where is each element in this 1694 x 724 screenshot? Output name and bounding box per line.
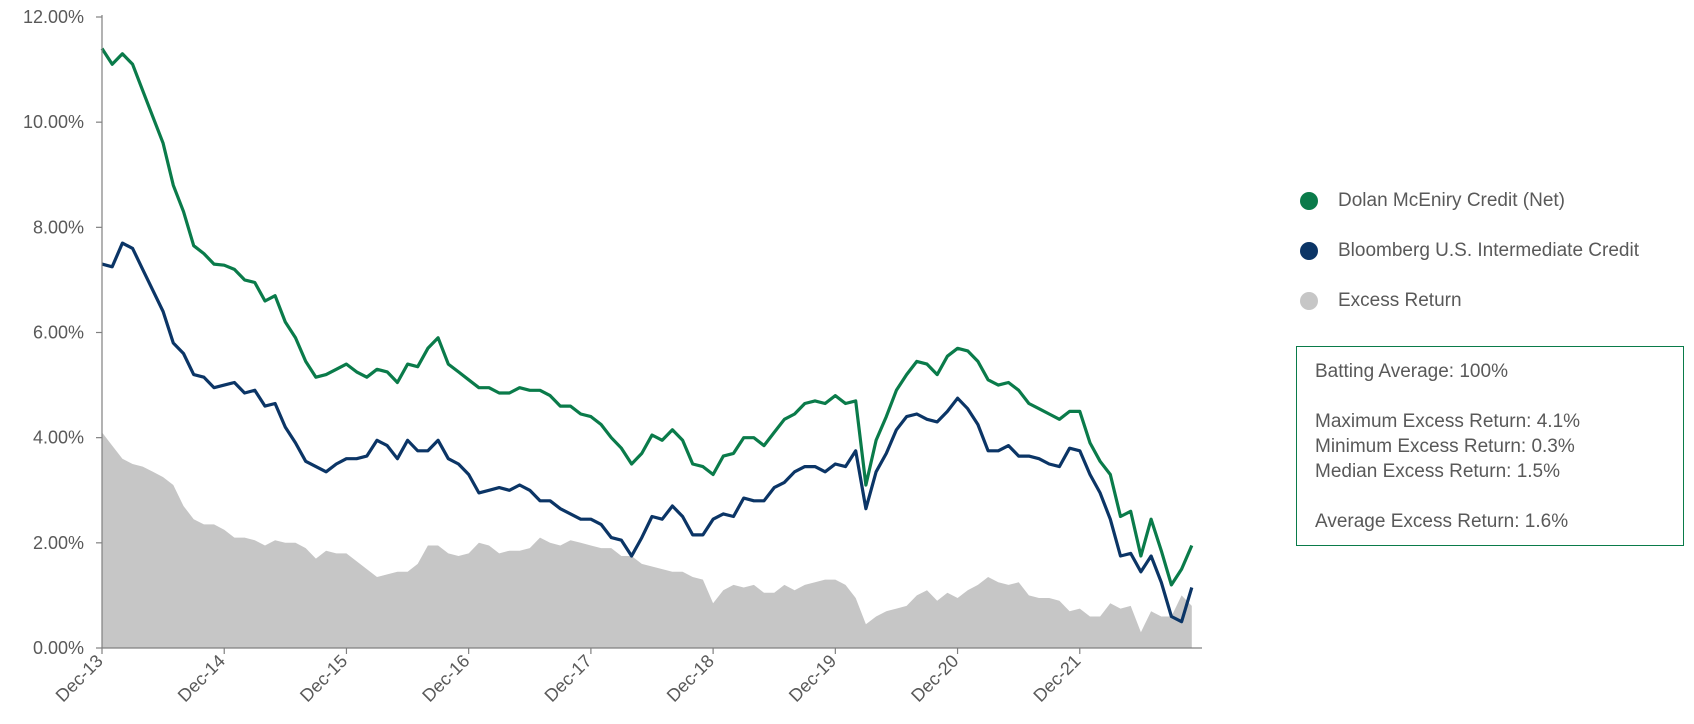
legend-label-bloomberg: Bloomberg U.S. Intermediate Credit [1338,240,1639,261]
y-tick-label: 8.00% [33,217,84,237]
x-tick-label: Dec-16 [418,651,473,706]
y-tick-label: 0.00% [33,638,84,658]
legend: Dolan McEniry Credit (Net) Bloomberg U.S… [1300,176,1639,326]
y-tick-label: 12.00% [23,7,84,27]
series-line-1 [101,241,1194,624]
legend-dot-bloomberg [1300,242,1318,260]
x-tick-label: Dec-20 [907,651,962,706]
legend-label-excess: Excess Return [1338,290,1462,311]
y-tick-label: 10.00% [23,112,84,132]
x-tick-label: Dec-13 [52,651,107,706]
min-excess-return: Minimum Excess Return: 0.3% [1315,436,1575,457]
y-tick-label: 4.00% [33,428,84,448]
series-line-0 [100,47,1194,587]
batting-average: Batting Average: 100% [1315,361,1508,382]
legend-item-dolan: Dolan McEniry Credit (Net) [1300,176,1639,226]
x-tick-label: Dec-21 [1029,651,1084,706]
y-tick-label: 2.00% [33,533,84,553]
x-tick-label: Dec-18 [663,651,718,706]
median-excess-return: Median Excess Return: 1.5% [1315,461,1561,482]
legend-dot-excess [1300,292,1318,310]
x-tick-label: Dec-15 [296,651,351,706]
line-layer [100,47,1194,624]
legend-dot-dolan [1300,192,1318,210]
series-area-excess-return [102,432,1192,648]
average-excess-return: Average Excess Return: 1.6% [1315,511,1569,532]
stats-box: Batting Average: 100% Maximum Excess Ret… [1296,346,1684,546]
area-layer [102,432,1192,648]
y-tick-label: 6.00% [33,323,84,343]
x-tick-label: Dec-17 [541,651,596,706]
legend-item-bloomberg: Bloomberg U.S. Intermediate Credit [1300,226,1639,276]
x-tick-label: Dec-19 [785,651,840,706]
legend-label-dolan: Dolan McEniry Credit (Net) [1338,190,1565,211]
x-tick-label: Dec-14 [174,651,229,706]
max-excess-return: Maximum Excess Return: 4.1% [1315,411,1581,432]
legend-item-excess: Excess Return [1300,276,1639,326]
